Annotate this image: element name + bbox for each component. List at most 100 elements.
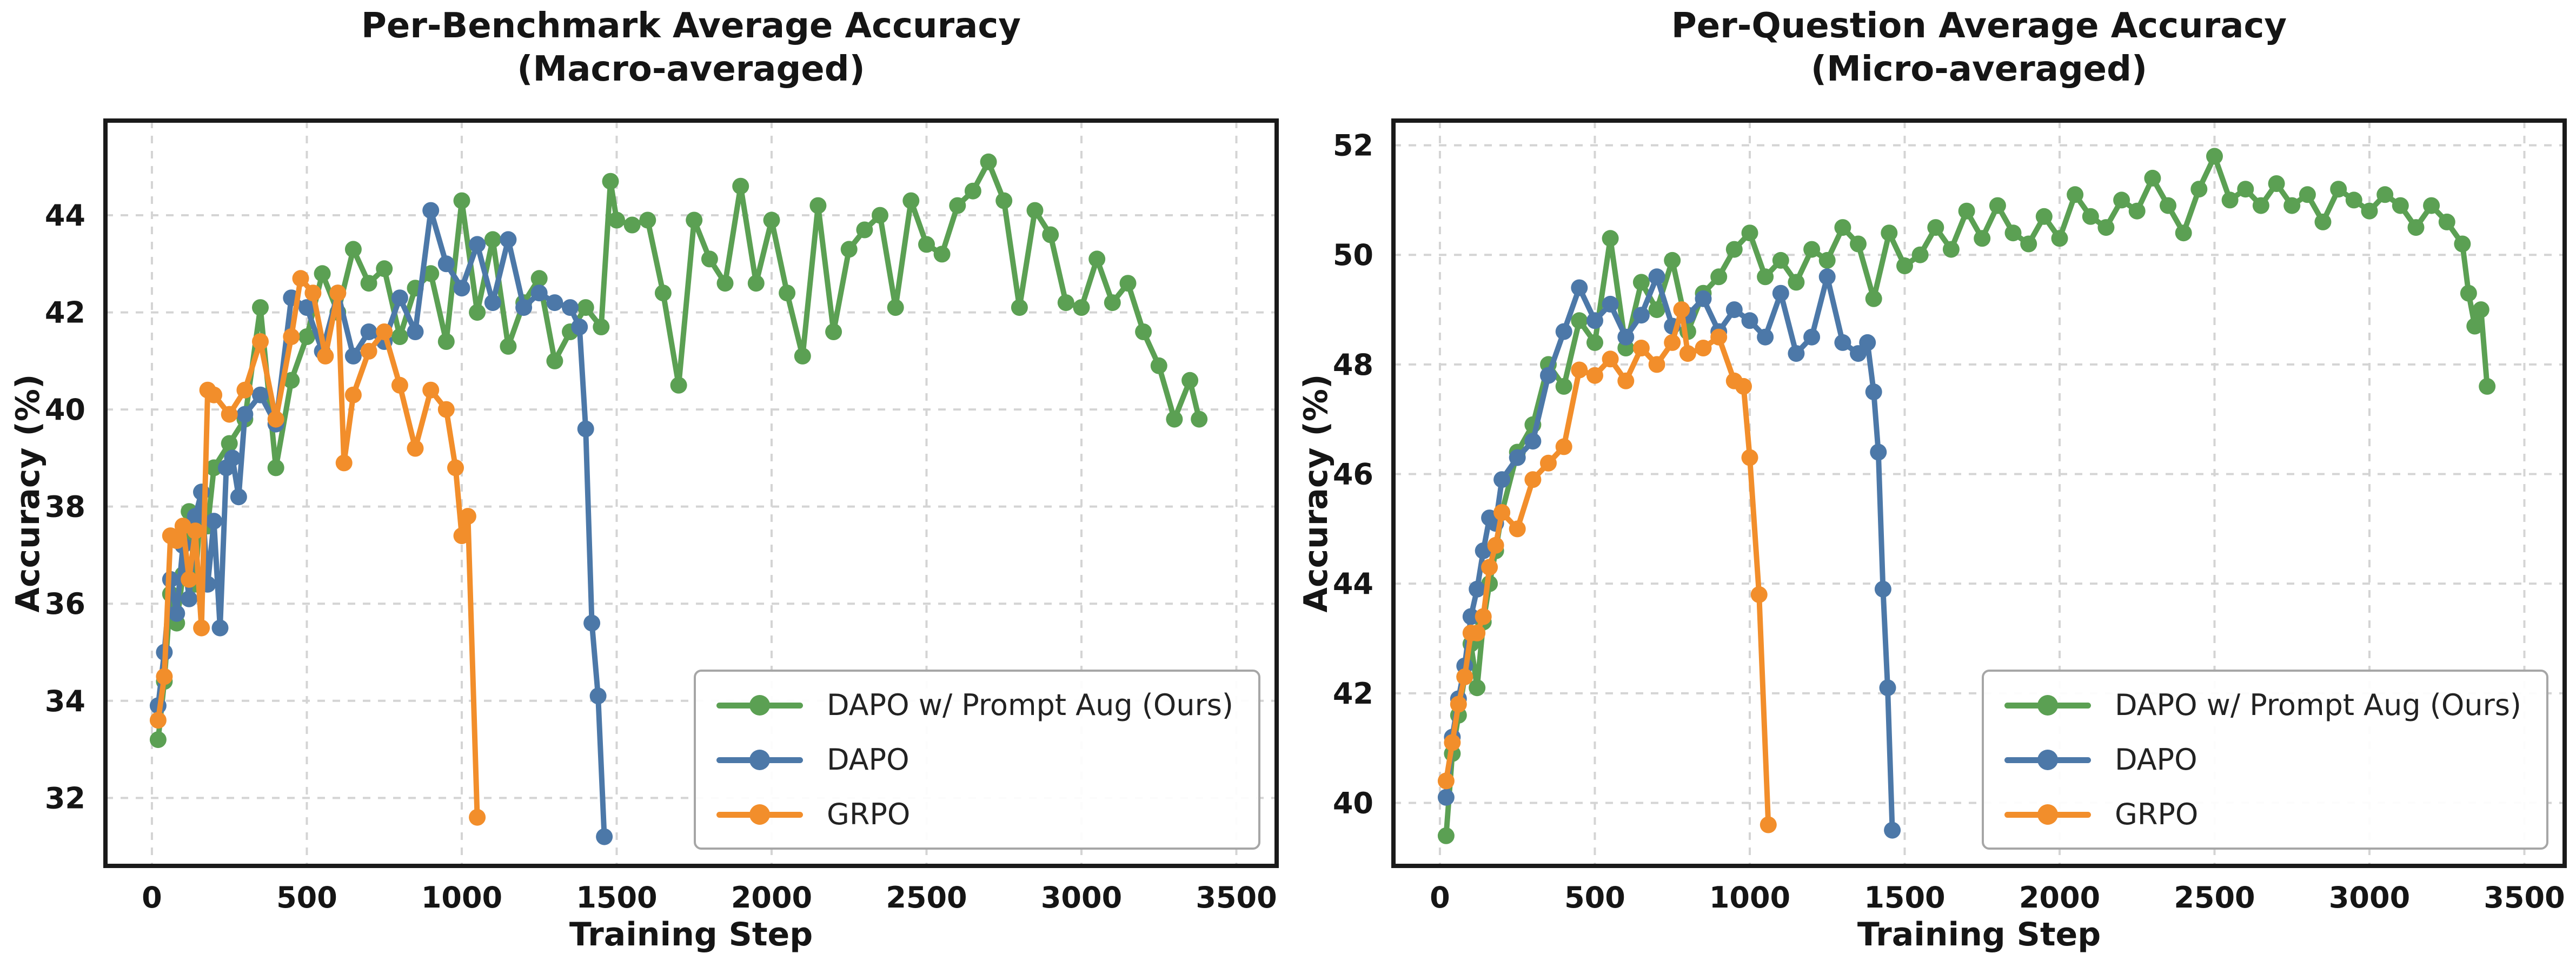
data-point <box>236 381 254 399</box>
y-tick-label: 42 <box>1333 677 1373 711</box>
data-point <box>422 265 440 282</box>
data-point <box>422 381 440 399</box>
data-point <box>2160 197 2176 214</box>
data-point <box>2479 378 2496 395</box>
data-point <box>623 216 641 234</box>
data-point <box>515 299 533 316</box>
data-point <box>1750 586 1768 603</box>
data-point <box>840 241 858 258</box>
y-axis-label: Accuracy (%) <box>1297 374 1335 613</box>
data-point <box>484 231 501 248</box>
data-point <box>407 323 424 340</box>
data-point <box>1741 224 1758 242</box>
data-point <box>732 177 749 195</box>
legend: DAPO w/ Prompt Aug (Ours) DAPO GRPO <box>693 670 1260 850</box>
data-point <box>230 488 247 506</box>
data-point <box>546 352 563 369</box>
data-point <box>2392 197 2409 214</box>
data-point <box>856 221 873 239</box>
data-point <box>1772 251 1789 269</box>
data-point <box>1859 334 1876 351</box>
data-point <box>1042 226 1059 243</box>
data-point <box>1695 340 1712 356</box>
data-point <box>872 207 888 224</box>
data-point <box>2460 284 2477 302</box>
data-point <box>1104 294 1121 312</box>
data-point <box>639 211 656 229</box>
x-axis-label: Training Step <box>1857 916 2101 954</box>
legend-item-grpo: GRPO <box>2004 797 2521 831</box>
data-point <box>181 571 198 588</box>
data-point <box>1135 323 1152 340</box>
data-point <box>593 319 610 335</box>
data-point <box>2190 181 2208 198</box>
data-point <box>1437 789 1455 806</box>
data-point <box>1834 219 1851 236</box>
data-point <box>344 386 362 403</box>
tick-labels: 0 500 1000 1500 2000 2500 3000 3500 32 34 36 38 40 42… <box>45 198 1277 915</box>
plot-frame <box>103 118 1279 868</box>
data-point <box>1571 312 1588 329</box>
series-grpo <box>1437 301 1777 833</box>
legend-line-marker-icon <box>2004 749 2091 770</box>
data-point <box>224 449 241 467</box>
data-point <box>437 401 455 418</box>
data-point <box>1989 197 2006 214</box>
legend-item-dapo: DAPO <box>716 743 1233 777</box>
data-point <box>1026 202 1044 219</box>
data-point <box>2035 208 2053 225</box>
x-tick-label: 500 <box>1564 880 1625 915</box>
y-tick-label: 44 <box>1333 567 1373 601</box>
data-point <box>1695 290 1712 307</box>
data-point <box>1664 334 1681 351</box>
x-tick-label: 2500 <box>2174 880 2255 915</box>
data-point <box>1874 580 1891 598</box>
data-point <box>1865 290 1882 307</box>
data-point <box>1648 356 1665 373</box>
data-point <box>1760 816 1777 833</box>
data-point <box>1958 202 1975 220</box>
data-point <box>1632 307 1650 324</box>
data-point <box>252 386 269 403</box>
data-point <box>1524 471 1542 488</box>
data-point <box>2268 175 2285 192</box>
data-point <box>964 182 981 200</box>
x-tick-label: 2500 <box>886 880 967 915</box>
y-tick-label: 38 <box>45 490 85 524</box>
data-point <box>1648 268 1665 286</box>
data-point <box>2376 186 2394 203</box>
data-point <box>1088 250 1106 268</box>
data-point <box>1011 299 1028 316</box>
legend-label: DAPO <box>2114 743 2197 777</box>
data-point <box>181 590 198 607</box>
data-point <box>1879 679 1896 697</box>
data-point <box>376 323 393 340</box>
data-point <box>1927 219 1944 236</box>
data-point <box>2237 181 2254 198</box>
data-point <box>1073 299 1090 316</box>
data-point <box>2314 213 2332 230</box>
data-point <box>2299 186 2316 203</box>
data-point <box>2144 169 2161 187</box>
data-point <box>267 459 284 476</box>
data-point <box>1462 608 1479 625</box>
data-point <box>1870 443 1887 461</box>
y-tick-label: 46 <box>1333 458 1373 492</box>
chart-macro-averaged: Per-Benchmark Average Accuracy (Macro-av… <box>9 6 1279 954</box>
data-point <box>211 619 229 637</box>
data-point <box>2423 197 2440 214</box>
data-point <box>205 459 223 476</box>
data-point <box>236 406 254 423</box>
legend-line-marker-icon <box>2004 804 2091 825</box>
data-point <box>205 386 223 403</box>
data-point <box>2345 191 2362 209</box>
legend-line-marker-icon <box>716 694 803 716</box>
data-point <box>1469 679 1486 697</box>
data-point <box>596 828 613 845</box>
legend-item-dapo-prompt-aug: DAPO w/ Prompt Aug (Ours) <box>2004 688 2521 722</box>
data-point <box>670 376 687 394</box>
plot-frame <box>1391 118 2567 868</box>
data-point <box>1865 383 1882 401</box>
data-point <box>283 328 300 345</box>
data-point <box>809 197 827 214</box>
